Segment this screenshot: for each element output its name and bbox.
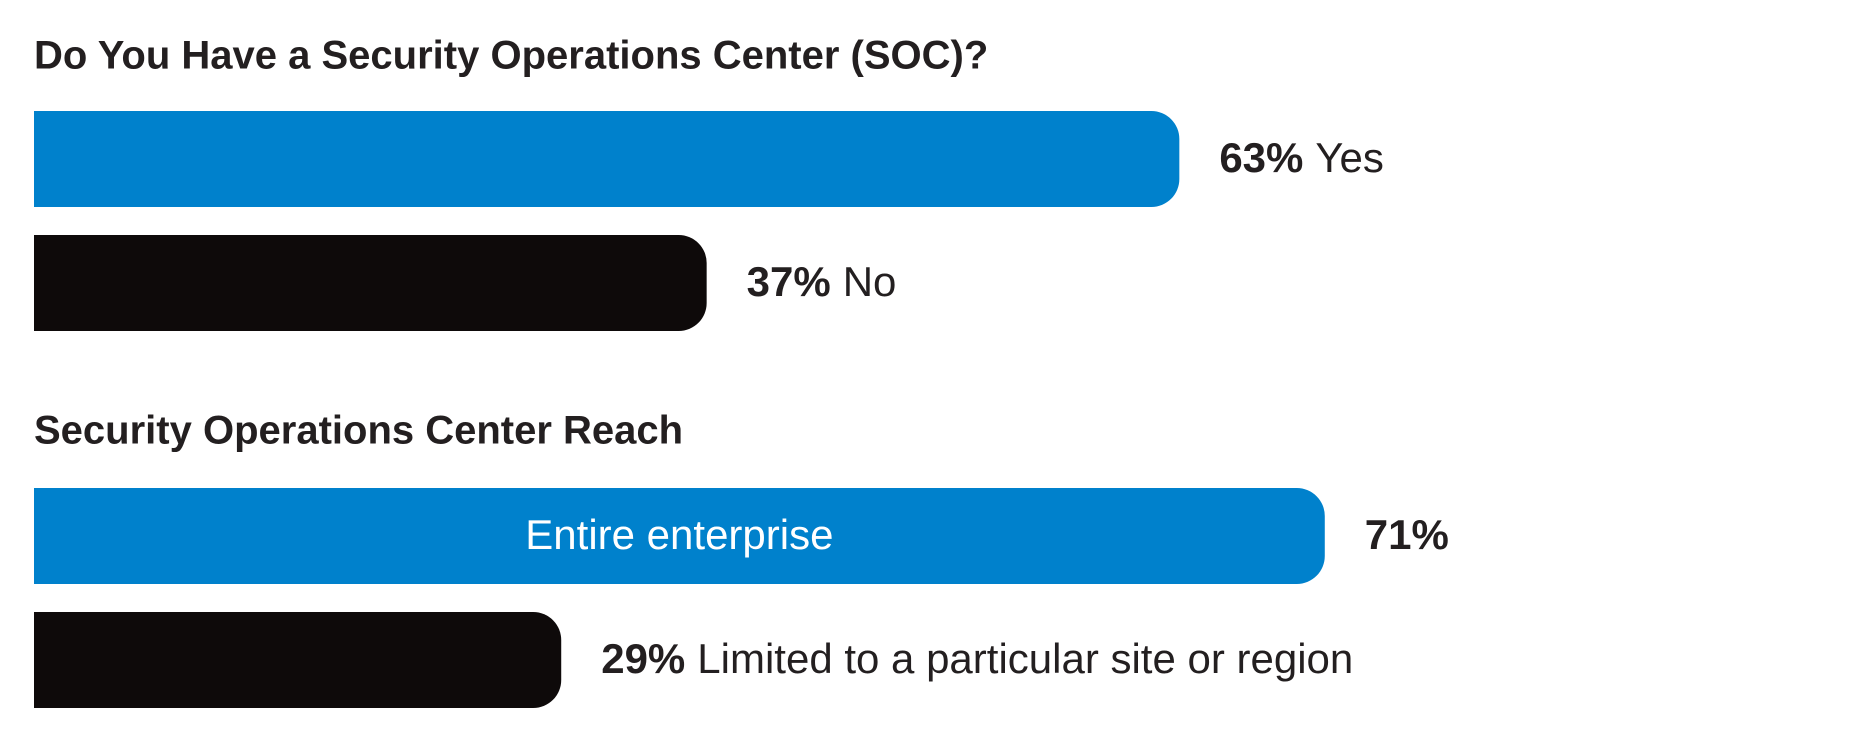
bar [34, 488, 1325, 584]
bar-label: 37% No [747, 258, 897, 305]
bar [34, 111, 1180, 207]
category-label: Entire enterprise [525, 511, 833, 558]
value-label: 63% [1219, 134, 1303, 181]
value-label: 29% [601, 635, 685, 682]
value-label: 37% [747, 258, 831, 305]
chart-title: Security Operations Center Reach [34, 409, 683, 453]
value-label: 71% [1365, 511, 1449, 558]
bar-label: 63% Yes [1219, 134, 1384, 181]
category-label: Yes [1315, 134, 1384, 181]
bar-label: 71% [1365, 511, 1449, 558]
bar [34, 612, 562, 708]
bar [34, 235, 707, 331]
chart-title: Do You Have a Security Operations Center… [34, 34, 988, 78]
bar-label: 29% Limited to a particular site or regio… [601, 635, 1353, 682]
category-label: Limited to a particular site or region [697, 635, 1353, 682]
category-label: No [843, 258, 897, 305]
